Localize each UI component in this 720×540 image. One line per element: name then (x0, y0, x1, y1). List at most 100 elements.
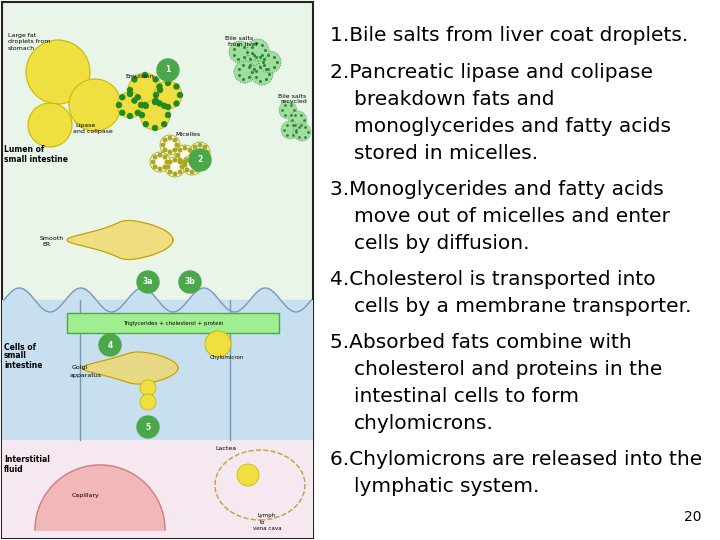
Text: 2: 2 (197, 156, 202, 165)
Circle shape (163, 156, 167, 159)
Circle shape (175, 145, 195, 165)
Circle shape (160, 135, 180, 155)
Circle shape (259, 51, 281, 73)
Text: Capillary: Capillary (71, 492, 99, 497)
Text: Cells of: Cells of (4, 342, 36, 352)
Circle shape (154, 81, 182, 109)
Circle shape (179, 158, 182, 162)
Circle shape (174, 101, 179, 106)
Circle shape (237, 464, 259, 486)
Text: Bile salts: Bile salts (225, 36, 253, 40)
Circle shape (185, 168, 189, 172)
Circle shape (188, 158, 192, 162)
Circle shape (173, 138, 176, 142)
Text: monoglycerides and fatty acids: monoglycerides and fatty acids (354, 117, 671, 136)
Text: droplets from: droplets from (8, 39, 50, 44)
Circle shape (166, 112, 171, 118)
Circle shape (138, 103, 143, 107)
Circle shape (137, 416, 159, 438)
Circle shape (158, 167, 162, 171)
Circle shape (163, 138, 167, 142)
Circle shape (128, 73, 162, 107)
Circle shape (180, 165, 184, 169)
Circle shape (127, 91, 132, 97)
Bar (2, 440, 313, 538)
Circle shape (158, 87, 163, 92)
Circle shape (229, 41, 251, 63)
Circle shape (195, 168, 199, 172)
Circle shape (165, 157, 185, 177)
Circle shape (189, 149, 211, 171)
Circle shape (197, 163, 201, 167)
Text: breakdown fats and: breakdown fats and (354, 90, 554, 109)
Text: 2.Pancreatic lipase and colipase: 2.Pancreatic lipase and colipase (330, 63, 653, 82)
Text: and colipase: and colipase (73, 130, 113, 134)
Circle shape (153, 92, 158, 98)
Circle shape (281, 121, 299, 139)
Circle shape (178, 92, 182, 98)
Text: chylomicrons.: chylomicrons. (354, 414, 494, 433)
Polygon shape (35, 465, 165, 530)
Text: 5: 5 (145, 422, 150, 431)
Circle shape (162, 122, 167, 127)
Polygon shape (67, 220, 173, 260)
Circle shape (168, 170, 172, 174)
Circle shape (245, 51, 267, 73)
Circle shape (178, 170, 181, 174)
Circle shape (99, 334, 121, 356)
Text: vena cava: vena cava (253, 526, 282, 531)
Circle shape (234, 61, 256, 83)
Text: Lipase: Lipase (75, 123, 95, 127)
Circle shape (178, 160, 181, 164)
Circle shape (168, 150, 172, 154)
Text: cells by a membrane transporter.: cells by a membrane transporter. (354, 297, 691, 316)
Text: 20: 20 (683, 510, 701, 524)
Circle shape (174, 172, 177, 176)
Circle shape (132, 77, 137, 82)
Circle shape (117, 92, 143, 118)
Text: cells by diffusion.: cells by diffusion. (354, 234, 529, 253)
Circle shape (195, 158, 199, 162)
Text: 5.Absorbed fats combine with: 5.Absorbed fats combine with (330, 333, 632, 352)
Text: stored in micelles.: stored in micelles. (354, 144, 538, 163)
Text: apparatus: apparatus (70, 373, 102, 377)
Circle shape (153, 98, 158, 103)
Text: intestine: intestine (4, 361, 42, 369)
Circle shape (143, 72, 148, 78)
Circle shape (176, 153, 180, 157)
Circle shape (279, 101, 297, 119)
Circle shape (151, 160, 155, 164)
Circle shape (153, 99, 158, 105)
Circle shape (135, 110, 140, 115)
Text: recycled: recycled (280, 99, 307, 105)
Text: 4.Cholesterol is transported into: 4.Cholesterol is transported into (330, 270, 656, 289)
Circle shape (251, 63, 273, 85)
Text: from liver: from liver (228, 42, 258, 46)
Text: 3b: 3b (184, 278, 195, 287)
Bar (2, 2, 313, 538)
Circle shape (193, 155, 197, 159)
Circle shape (185, 158, 189, 162)
Circle shape (132, 98, 137, 103)
Text: 4: 4 (107, 341, 112, 349)
Text: 1: 1 (166, 65, 171, 75)
Circle shape (183, 160, 186, 164)
Circle shape (163, 148, 167, 152)
Circle shape (163, 165, 167, 168)
Circle shape (26, 40, 90, 104)
Circle shape (69, 79, 121, 131)
Circle shape (153, 165, 157, 168)
Text: Golgi: Golgi (72, 366, 89, 370)
Text: Lactea: Lactea (215, 446, 236, 450)
Text: Emulsion: Emulsion (125, 75, 153, 79)
Text: lymphatic system.: lymphatic system. (354, 477, 539, 496)
Circle shape (157, 59, 179, 81)
Text: intestinal cells to form: intestinal cells to form (354, 387, 579, 406)
Circle shape (168, 136, 172, 140)
Circle shape (127, 87, 132, 92)
Circle shape (205, 150, 209, 154)
Circle shape (203, 145, 207, 149)
Circle shape (166, 80, 171, 85)
Text: Interstitial: Interstitial (4, 456, 50, 464)
Circle shape (190, 170, 194, 174)
